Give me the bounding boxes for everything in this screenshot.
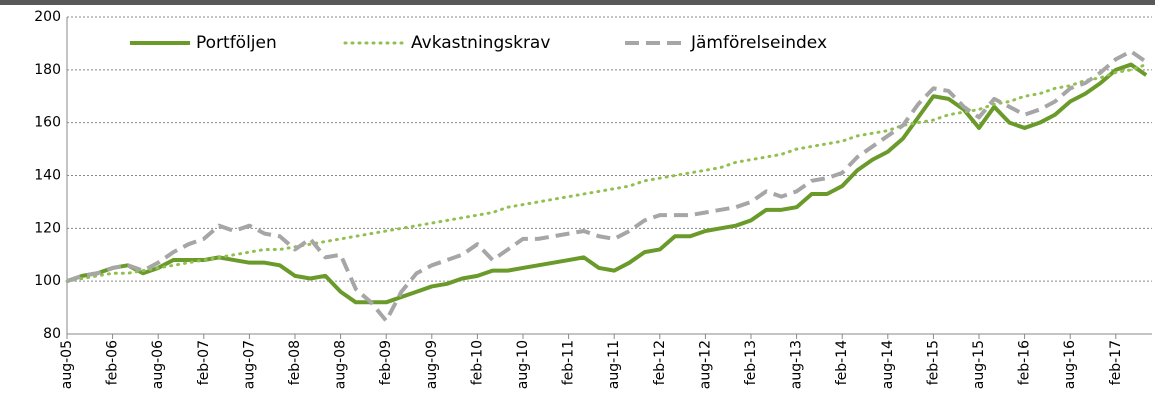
x-tick-label: feb-10 <box>469 340 485 385</box>
x-tick-label: aug-15 <box>971 340 987 389</box>
x-tick-label: aug-06 <box>150 340 166 389</box>
x-tick-label: feb-17 <box>1108 340 1124 385</box>
series-line <box>65 63 1148 283</box>
x-tick-label: aug-14 <box>880 340 896 389</box>
y-tick-label: 100 <box>34 273 61 289</box>
y-tick-label: 140 <box>34 168 61 184</box>
x-tick-label: feb-12 <box>652 340 668 385</box>
x-tick-label: feb-13 <box>743 340 759 385</box>
x-tick-label: aug-11 <box>606 340 622 389</box>
x-tick-label: aug-08 <box>333 340 349 389</box>
x-tick-label: feb-16 <box>1017 340 1033 385</box>
legend-label: Avkastningskrav <box>411 33 550 53</box>
x-tick-label: feb-09 <box>378 340 394 385</box>
series-line <box>66 49 1148 323</box>
legend-label: Portföljen <box>196 33 277 53</box>
series-line <box>66 62 1148 305</box>
x-tick-label: feb-14 <box>834 340 850 385</box>
top-bar <box>0 0 1155 5</box>
y-tick-label: 160 <box>34 115 61 131</box>
x-tick-label: aug-16 <box>1062 340 1078 389</box>
x-tick-label: feb-08 <box>287 340 303 385</box>
x-tick-label: aug-05 <box>59 340 75 389</box>
x-tick-label: feb-11 <box>561 340 577 385</box>
x-tick-label: aug-10 <box>515 340 531 389</box>
x-tick-label: aug-07 <box>241 340 257 389</box>
x-tick-label: feb-07 <box>196 340 212 385</box>
legend-label: Jämförelseindex <box>690 33 827 53</box>
x-tick-label: feb-15 <box>925 340 941 385</box>
y-tick-label: 120 <box>34 220 61 236</box>
x-tick-label: aug-13 <box>789 340 805 389</box>
y-tick-label: 180 <box>34 62 61 78</box>
x-tick-label: aug-09 <box>424 340 440 389</box>
x-tick-label: aug-12 <box>697 340 713 389</box>
y-tick-label: 200 <box>34 9 61 25</box>
y-tick-label: 80 <box>43 326 61 342</box>
x-tick-label: feb-06 <box>105 340 121 385</box>
